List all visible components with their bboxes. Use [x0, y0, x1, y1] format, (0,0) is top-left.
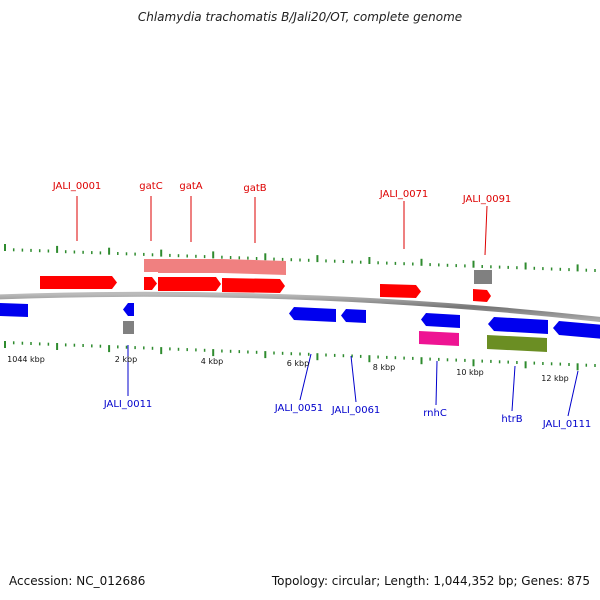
label-jali-0061[interactable]: JALI_0061: [331, 405, 381, 416]
gene-gatc[interactable]: [144, 277, 157, 290]
genome-backbone: [0, 291, 600, 322]
label-jali-0051[interactable]: JALI_0051: [274, 403, 324, 414]
rna-gene-top[interactable]: [474, 270, 492, 284]
scale-label: 2 kbp: [115, 355, 137, 364]
label-gata[interactable]: gatA: [179, 181, 202, 192]
scale-label: 10 kbp: [456, 368, 484, 377]
gene-jali-0011[interactable]: [123, 303, 134, 316]
gene-gata[interactable]: [158, 277, 221, 291]
tick-marks-bottom: [4, 341, 596, 371]
scale-labels: 1044 kbp 2 kbp 4 kbp 6 kbp 8 kbp 10 kbp …: [7, 355, 569, 383]
scale-label: 8 kbp: [373, 363, 395, 372]
reverse-strand-genes: [0, 303, 600, 352]
scale-label: 4 kbp: [201, 357, 223, 366]
forward-strand-genes: [40, 259, 492, 302]
label-jali-0111[interactable]: JALI_0111: [542, 419, 592, 430]
label-jali-0091[interactable]: JALI_0091: [462, 194, 512, 205]
scale-label: 6 kbp: [287, 359, 309, 368]
gene-gata-feature[interactable]: [158, 259, 222, 273]
gene-gatb[interactable]: [222, 278, 285, 293]
label-jali-0071[interactable]: JALI_0071: [379, 189, 429, 200]
scale-label: 12 kbp: [541, 374, 569, 383]
gene-jali-0051[interactable]: [289, 307, 336, 322]
gene-gatb-feature[interactable]: [222, 259, 286, 275]
gene-jali-0071[interactable]: [380, 284, 421, 298]
gene-htrb-feature[interactable]: [488, 317, 548, 334]
tick-marks-top: [4, 244, 596, 272]
page-title: Chlamydia trachomatis B/Jali20/OT, compl…: [137, 10, 463, 24]
scale-label: 1044 kbp: [7, 355, 45, 364]
gene-jali-0001[interactable]: [40, 276, 117, 289]
accession-label: Accession: NC_012686: [9, 574, 146, 588]
gene-pseudo[interactable]: [419, 331, 459, 346]
label-rnhc[interactable]: rnhC: [423, 408, 447, 419]
label-jali-0001[interactable]: JALI_0001: [52, 181, 102, 192]
label-gatb[interactable]: gatB: [243, 183, 266, 194]
label-htrb[interactable]: htrB: [501, 414, 522, 425]
label-gatc[interactable]: gatC: [139, 181, 162, 192]
forward-gene-labels: JALI_0001 gatC gatA gatB JALI_0071 JALI_…: [52, 181, 512, 256]
genome-summary: Topology: circular; Length: 1,044,352 bp…: [271, 574, 590, 588]
reverse-gene-labels: JALI_0011 JALI_0051 JALI_0061 rnhC htrB …: [103, 345, 592, 430]
gene-htrb[interactable]: [487, 335, 547, 352]
label-jali-0011[interactable]: JALI_0011: [103, 399, 153, 410]
gene-reverse-left-edge[interactable]: [0, 303, 28, 317]
gene-rnhc[interactable]: [421, 313, 460, 328]
gene-jali-0111[interactable]: [553, 321, 600, 339]
rna-gene-bottom[interactable]: [123, 321, 134, 334]
gene-gatc-feature[interactable]: [144, 259, 158, 272]
gene-jali-0061[interactable]: [341, 309, 366, 323]
gene-jali-0091[interactable]: [473, 289, 491, 302]
